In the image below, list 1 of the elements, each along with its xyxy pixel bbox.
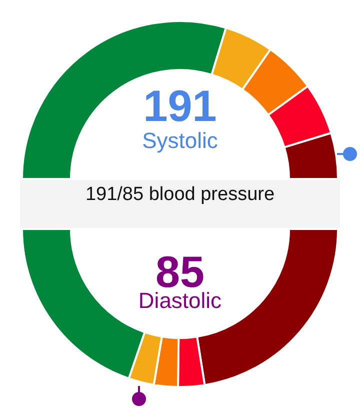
text: 191/85 blood pressure	[20, 180, 340, 228]
